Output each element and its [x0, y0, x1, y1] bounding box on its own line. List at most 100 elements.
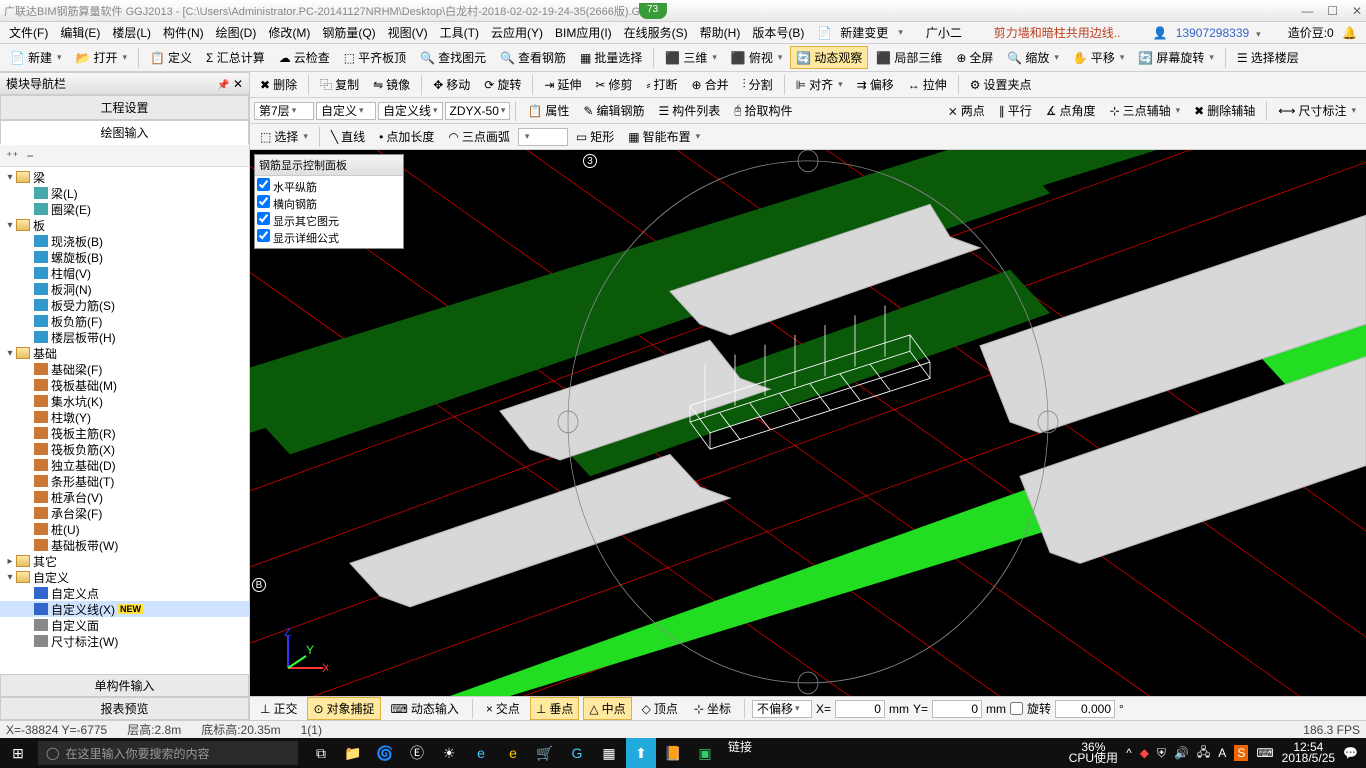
tree-node[interactable]: 基础板带(W) [0, 537, 249, 553]
tray-icon[interactable]: 🖧 [1197, 743, 1210, 764]
rect-tool[interactable]: ▭ 矩形 [570, 125, 620, 148]
move-button[interactable]: ✥ 移动 [427, 73, 476, 96]
fullscreen-button[interactable]: ⊕ 全屏 [950, 46, 999, 69]
menu-bim[interactable]: BIM应用(I) [550, 22, 617, 43]
tab-report-preview[interactable]: 报表预览 [0, 697, 249, 720]
osnap-toggle[interactable]: ⊙ 对象捕捉 [307, 697, 380, 720]
display-option[interactable]: 显示其它图元 [257, 212, 401, 229]
tree-node[interactable]: 板洞(N) [0, 281, 249, 297]
menu-help[interactable]: 帮助(H) [695, 22, 746, 43]
tree-node[interactable]: 集水坑(K) [0, 393, 249, 409]
close-button[interactable]: ✕ [1352, 4, 1362, 18]
trim-button[interactable]: ✂ 修剪 [589, 73, 638, 96]
category-combo[interactable]: 自定义 [316, 102, 376, 120]
zoom-button[interactable]: 🔍 缩放 [1001, 46, 1065, 69]
rotate-button[interactable]: ⟳ 旋转 [478, 73, 527, 96]
point-length-tool[interactable]: • 点加长度 [373, 125, 440, 148]
tree-node[interactable]: 现浇板(B) [0, 233, 249, 249]
define-button[interactable]: 📋 定义 [144, 46, 198, 69]
cloud-check-button[interactable]: ☁ 云检查 [273, 46, 336, 69]
warning-text[interactable]: 剪力墙和暗柱共用边线.. [989, 22, 1126, 43]
parallel-button[interactable]: ∥ 平行 [993, 99, 1038, 122]
mirror-button[interactable]: ⇋ 镜像 [367, 73, 416, 96]
offset-combo[interactable]: 不偏移 [752, 700, 812, 718]
tab-single-input[interactable]: 单构件输入 [0, 674, 249, 697]
tray-icon[interactable]: 🔊 [1174, 746, 1189, 760]
panel-close-icon[interactable]: ✕ [233, 77, 243, 91]
ortho-toggle[interactable]: ⊥ 正交 [254, 697, 303, 720]
snap-coord[interactable]: ⊹ 坐标 [688, 697, 737, 720]
pan-button[interactable]: ✋ 平移 [1067, 46, 1131, 69]
three-pt-axis-button[interactable]: ⊹ 三点辅轴 [1104, 99, 1187, 122]
align-button[interactable]: ⊫ 对齐 [790, 73, 849, 96]
tree-node[interactable]: 条形基础(T) [0, 473, 249, 489]
expand-icon[interactable]: ⁺⁺ [6, 149, 19, 163]
point-angle-button[interactable]: ∡ 点角度 [1040, 99, 1102, 122]
attr-button[interactable]: 📋 属性 [521, 99, 575, 122]
tray-icon[interactable]: ⛨ [1157, 746, 1166, 761]
break-button[interactable]: ⸗ 打断 [641, 73, 684, 96]
extend-button[interactable]: ⇥ 延伸 [538, 73, 587, 96]
tree-node[interactable]: 板负筋(F) [0, 313, 249, 329]
tree-node[interactable]: 梁(L) [0, 185, 249, 201]
dimension-button[interactable]: ⟷ 尺寸标注 [1272, 99, 1362, 122]
collapse-icon[interactable]: − [27, 149, 34, 163]
menu-component[interactable]: 构件(N) [158, 22, 209, 43]
new-change-button[interactable]: 📄 新建变更 [811, 19, 909, 46]
comp-list-button[interactable]: ☰ 构件列表 [652, 99, 726, 122]
dynamic-view-button[interactable]: 🔄 动态观察 [790, 46, 868, 69]
snap-apex[interactable]: ◇ 顶点 [636, 697, 684, 720]
arc3-tool[interactable]: ◠ 三点画弧 [442, 125, 516, 148]
delete-button[interactable]: ✖ 删除 [254, 73, 303, 96]
tree-node[interactable]: ▾基础 [0, 345, 249, 361]
menu-tools[interactable]: 工具(T) [435, 22, 484, 43]
app-icon[interactable]: 📙 [658, 738, 688, 768]
start-button[interactable]: ⊞ [0, 745, 36, 762]
tree-node[interactable]: 板受力筋(S) [0, 297, 249, 313]
taskbar-clock[interactable]: 12:542018/5/25 [1282, 742, 1335, 764]
tab-engineering[interactable]: 工程设置 [0, 95, 249, 120]
tree-node[interactable]: 螺旋板(B) [0, 249, 249, 265]
tree-node[interactable]: 圈梁(E) [0, 201, 249, 217]
app-icon[interactable]: ▣ [690, 738, 720, 768]
new-button[interactable]: 📄 新建 [4, 46, 68, 69]
app-icon[interactable]: ☀ [434, 738, 464, 768]
tree-node[interactable]: 尺寸标注(W) [0, 633, 249, 649]
task-view-icon[interactable]: ⧉ [306, 738, 336, 768]
menu-edit[interactable]: 编辑(E) [55, 22, 105, 43]
tree-node[interactable]: 自定义面 [0, 617, 249, 633]
tray-icon[interactable]: ⌨ [1256, 746, 1273, 760]
select-tool[interactable]: ⬚ 选择 [254, 125, 314, 148]
x-input[interactable] [835, 700, 885, 718]
app-icon[interactable]: 🌀 [370, 738, 400, 768]
tree-node[interactable]: 筏板主筋(R) [0, 425, 249, 441]
tree-node[interactable]: 桩(U) [0, 521, 249, 537]
split-button[interactable]: ⫶ 分割 [737, 73, 779, 96]
dyninput-toggle[interactable]: ⌨ 动态输入 [385, 697, 465, 720]
display-option[interactable]: 横向钢筋 [257, 195, 401, 212]
app-icon[interactable]: e [498, 738, 528, 768]
open-button[interactable]: 📂 打开 [70, 46, 134, 69]
rotate-input[interactable] [1055, 700, 1115, 718]
batch-select-button[interactable]: ▦ 批量选择 [574, 46, 648, 69]
menu-online[interactable]: 在线服务(S) [619, 22, 693, 43]
tree-node[interactable]: ▾梁 [0, 169, 249, 185]
3d-button[interactable]: ⬛ 三维 [659, 46, 723, 69]
tree-node[interactable]: 基础梁(F) [0, 361, 249, 377]
tray-icon[interactable]: S [1234, 745, 1248, 761]
type-combo[interactable]: 自定义线 [378, 102, 443, 120]
tree-node[interactable]: ▾板 [0, 217, 249, 233]
copy-button[interactable]: ⿻ 复制 [314, 73, 365, 96]
plan-view-button[interactable]: ⬛ 俯视 [725, 46, 789, 69]
maximize-button[interactable]: ☐ [1327, 4, 1338, 18]
display-option[interactable]: 水平纵筋 [257, 178, 401, 195]
flat-roof-button[interactable]: ⬚ 平齐板顶 [338, 46, 412, 69]
screen-rotate-button[interactable]: 🔄 屏幕旋转 [1132, 46, 1220, 69]
del-aux-button[interactable]: ✖ 删除辅轴 [1188, 99, 1261, 122]
app-icon[interactable]: ⬆ [626, 738, 656, 768]
app-icon[interactable]: G [562, 738, 592, 768]
set-grip-button[interactable]: ⚙ 设置夹点 [964, 73, 1038, 96]
3d-viewport[interactable]: 3 B 钢筋显示控制面板 水平纵筋 横向钢筋 显示其它图元 显示详细公式 Z X… [250, 150, 1366, 696]
rotate-checkbox[interactable] [1010, 702, 1023, 715]
sum-calc-button[interactable]: Σ 汇总计算 [200, 46, 271, 69]
